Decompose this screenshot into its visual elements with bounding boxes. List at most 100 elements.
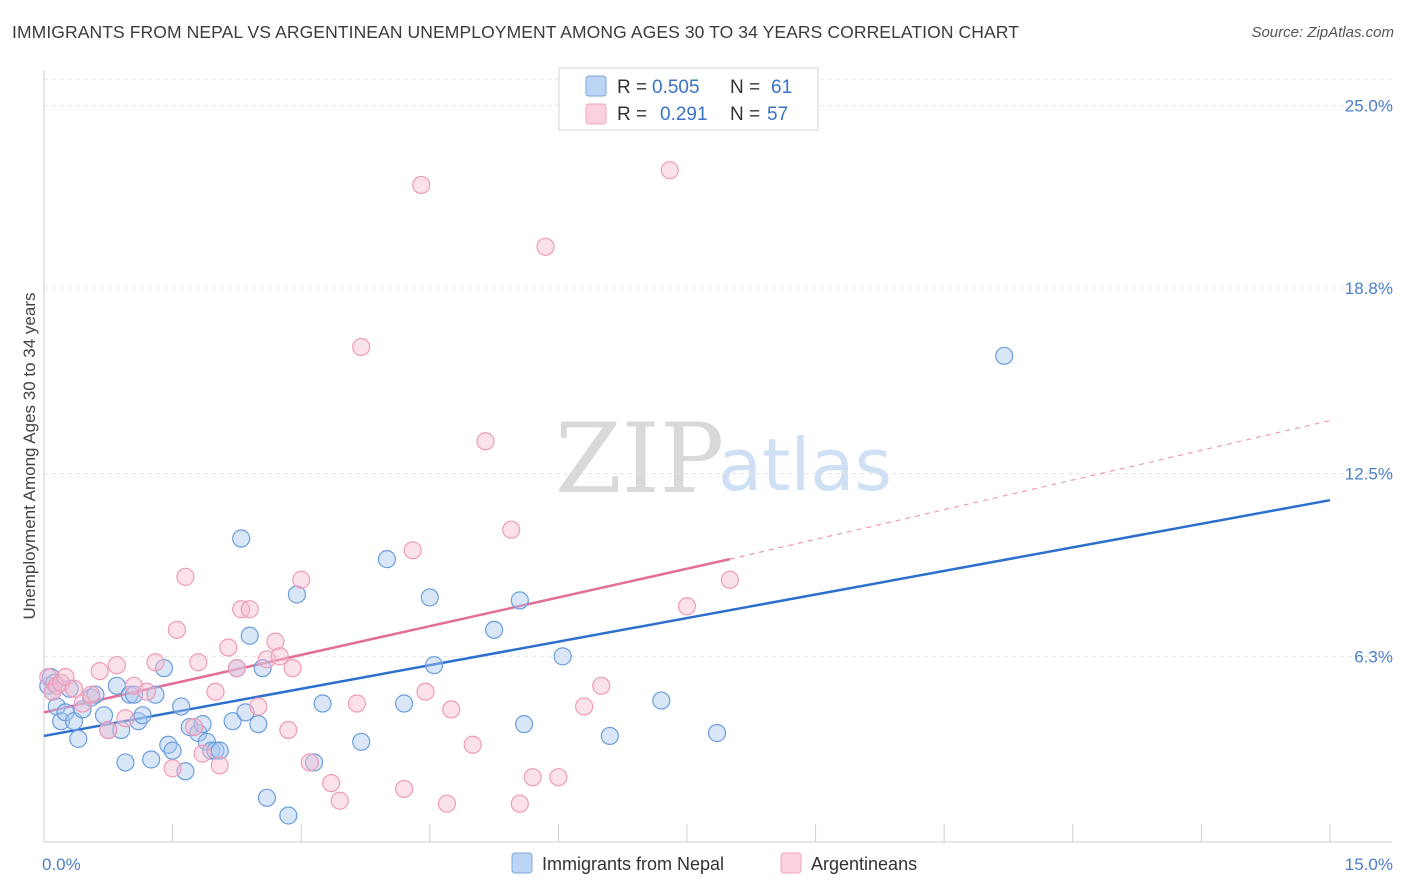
point-argentineans xyxy=(463,735,482,754)
point-nepal xyxy=(420,588,439,607)
point-argentineans xyxy=(64,679,84,698)
series-legend-swatch-nepal xyxy=(511,852,533,874)
point-nepal xyxy=(485,620,504,639)
legend-n-label-argentineans: N = xyxy=(730,104,760,125)
watermark-atlas: atlas xyxy=(718,423,892,507)
point-argentineans xyxy=(412,175,431,195)
point-nepal xyxy=(600,726,619,746)
y-tick-label: 18.8% xyxy=(1345,279,1393,298)
point-nepal xyxy=(133,706,152,725)
point-argentineans xyxy=(300,753,319,772)
legend-r-value-argentineans: 0.291 xyxy=(660,104,708,125)
y-axis-label: Unemployment Among Ages 30 to 34 years xyxy=(20,293,39,620)
point-nepal xyxy=(515,715,534,734)
series-legend-swatch-argentineans xyxy=(780,852,802,874)
point-argentineans xyxy=(416,682,435,701)
point-argentineans xyxy=(322,773,341,793)
point-argentineans xyxy=(592,676,611,695)
stats-legend: R = 0.505 N = 61 R = 0.291 N = 57 xyxy=(558,67,819,131)
point-argentineans xyxy=(292,570,311,589)
point-argentineans xyxy=(206,682,225,701)
point-nepal xyxy=(424,656,444,675)
point-argentineans xyxy=(90,661,109,681)
axes xyxy=(43,70,1392,843)
series-legend: Immigrants from Nepal Argentineans xyxy=(511,852,917,874)
point-argentineans xyxy=(403,541,422,560)
point-nepal xyxy=(86,685,105,704)
point-argentineans xyxy=(523,768,542,787)
point-argentineans xyxy=(283,659,302,678)
point-argentineans xyxy=(240,600,259,619)
point-argentineans xyxy=(163,759,182,778)
x-tick-label-max: 15.0% xyxy=(1345,855,1393,874)
point-argentineans xyxy=(137,682,156,701)
point-argentineans xyxy=(146,653,165,672)
point-nepal xyxy=(142,750,161,769)
point-argentineans xyxy=(502,520,521,539)
point-argentineans xyxy=(476,432,495,451)
y-tick-labels: 6.3% 12.5% 18.8% 25.0% xyxy=(1345,96,1393,666)
point-argentineans xyxy=(266,632,285,651)
point-nepal xyxy=(510,591,529,610)
legend-swatch-argentineans xyxy=(585,103,607,125)
point-nepal xyxy=(253,659,272,678)
point-nepal xyxy=(112,720,131,740)
point-argentineans xyxy=(107,656,126,675)
point-nepal xyxy=(232,529,251,548)
legend-r-label-argentineans: R = xyxy=(617,104,647,125)
point-nepal xyxy=(553,647,572,666)
x-ticks xyxy=(43,824,1331,842)
point-argentineans xyxy=(210,756,229,775)
legend-n-value-nepal: 61 xyxy=(771,77,792,98)
point-nepal xyxy=(163,741,182,760)
point-argentineans xyxy=(99,720,118,740)
point-argentineans xyxy=(193,744,212,763)
point-nepal xyxy=(69,729,88,748)
point-nepal xyxy=(172,697,191,716)
point-argentineans xyxy=(330,791,349,810)
chart-title: IMMIGRANTS FROM NEPAL VS ARGENTINEAN UNE… xyxy=(12,22,1020,42)
point-nepal xyxy=(249,715,268,734)
x-tick-label-min: 0.0% xyxy=(42,855,81,874)
point-nepal xyxy=(304,753,324,772)
point-nepal xyxy=(652,691,671,710)
point-nepal xyxy=(223,712,242,731)
watermark-zip: ZIP xyxy=(555,403,724,515)
point-argentineans xyxy=(219,638,238,657)
point-argentineans xyxy=(352,337,371,357)
point-argentineans xyxy=(347,694,367,713)
point-nepal xyxy=(279,806,298,825)
series-legend-label-nepal: Immigrants from Nepal xyxy=(542,854,724,874)
source-label: Source: ZipAtlas.com xyxy=(1251,24,1394,41)
point-nepal xyxy=(210,741,229,760)
trend-line-extension-argentineans xyxy=(729,420,1331,560)
point-argentineans xyxy=(227,659,246,678)
point-argentineans xyxy=(270,647,289,666)
trend-line-nepal xyxy=(43,498,1331,738)
legend-n-value-argentineans: 57 xyxy=(767,104,788,125)
gridlines xyxy=(44,78,1392,657)
point-nepal xyxy=(377,550,397,569)
point-argentineans xyxy=(279,720,298,740)
point-argentineans xyxy=(442,700,461,719)
point-nepal xyxy=(394,694,414,713)
point-argentineans xyxy=(536,237,555,256)
legend-r-value-nepal: 0.505 xyxy=(652,77,700,98)
point-argentineans xyxy=(394,779,414,799)
point-nepal xyxy=(313,694,332,713)
point-argentineans xyxy=(549,768,568,787)
point-argentineans xyxy=(660,161,679,180)
point-nepal xyxy=(240,626,259,645)
point-nepal xyxy=(352,732,371,751)
point-argentineans xyxy=(189,653,208,672)
y-tick-label: 25.0% xyxy=(1345,96,1393,115)
point-argentineans xyxy=(720,570,739,589)
legend-swatch-nepal xyxy=(585,75,607,97)
point-argentineans xyxy=(575,697,594,716)
series-legend-label-argentineans: Argentineans xyxy=(811,854,917,874)
point-nepal xyxy=(52,712,71,731)
legend-r-label-nepal: R = xyxy=(617,77,647,98)
point-argentineans xyxy=(677,597,697,616)
point-nepal xyxy=(120,685,139,704)
